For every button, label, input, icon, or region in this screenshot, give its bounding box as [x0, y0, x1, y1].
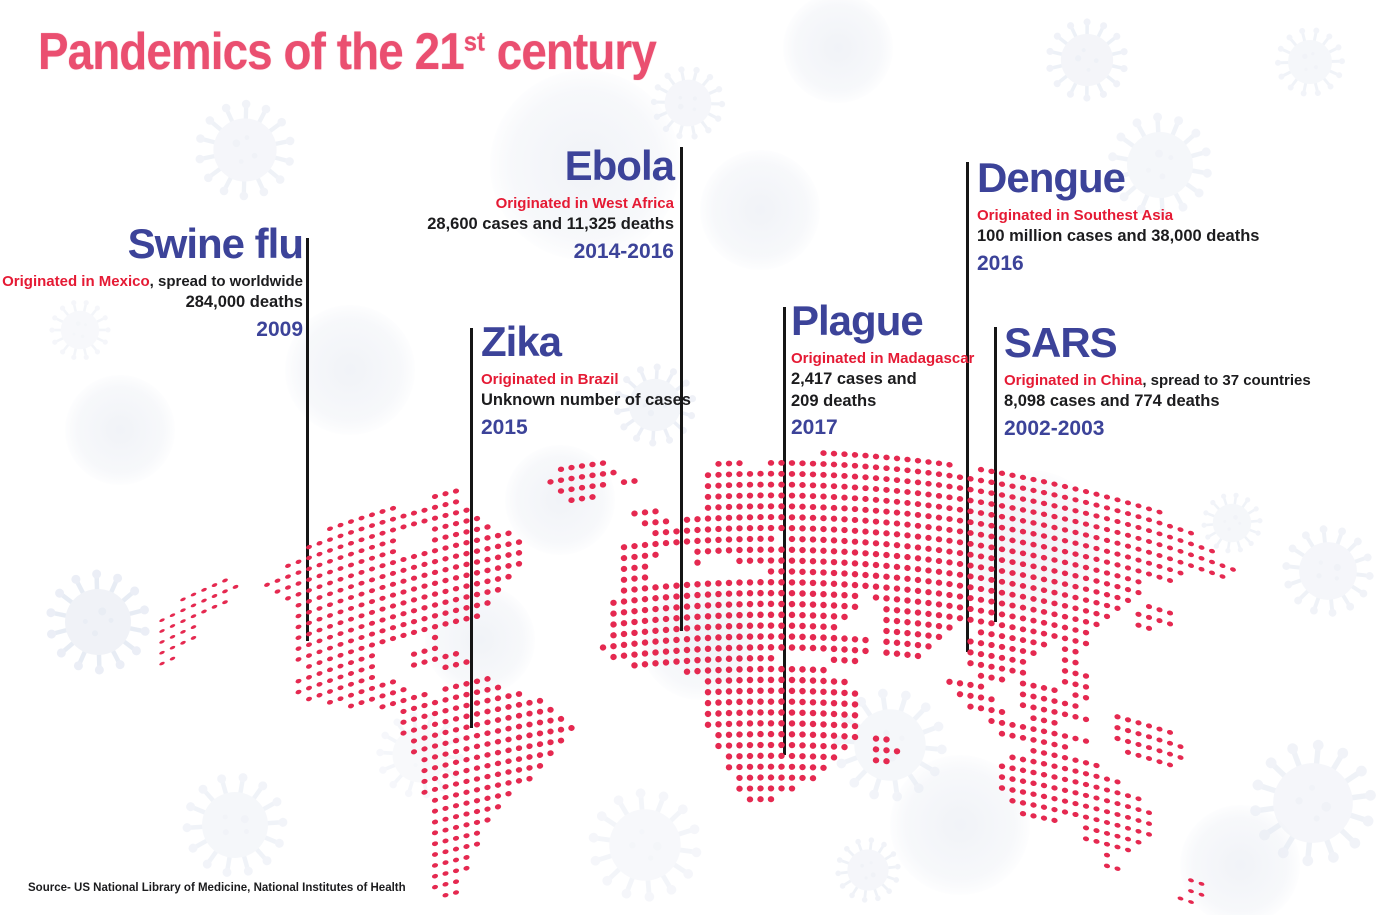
- connector-line: [783, 307, 786, 755]
- pandemic-origin: Originated in Southest Asia: [977, 206, 1259, 226]
- title-prefix: Pandemics of the 21: [38, 23, 465, 81]
- pandemic-stat: 100 million cases and 38,000 deaths: [977, 227, 1260, 245]
- connector-line: [470, 328, 473, 728]
- pandemic-origin: Originated in Mexico, spread to worldwid…: [2, 272, 303, 292]
- pandemic-block-sars: SARS Originated in China, spread to 37 c…: [1004, 321, 1311, 442]
- pandemic-stat: 8,098 cases and 774 deaths: [1004, 392, 1220, 410]
- pandemic-name: Ebola: [564, 142, 675, 189]
- pandemic-stat: 284,000 deaths: [185, 293, 303, 311]
- pandemic-years: 2017: [791, 416, 838, 439]
- connector-line: [306, 238, 309, 641]
- connector-line: [994, 327, 997, 622]
- pandemic-origin-place: Originated in Southest Asia: [977, 207, 1174, 224]
- source-credit: Source- US National Library of Medicine,…: [28, 882, 406, 894]
- pandemic-years: 2014-2016: [573, 239, 674, 263]
- pandemic-origin-suffix: , spread to 37 countries: [1142, 372, 1311, 389]
- pandemic-origin-place: Originated in West Africa: [495, 195, 674, 212]
- pandemic-years: 2016: [977, 251, 1024, 275]
- pandemic-name: Dengue: [977, 154, 1126, 201]
- pandemic-stat: Unknown number of cases: [481, 391, 691, 409]
- pandemic-name: Swine flu: [127, 220, 304, 267]
- pandemic-origin-suffix: , spread to worldwide: [149, 273, 303, 290]
- pandemic-stat: 2,417 cases and: [791, 370, 917, 388]
- pandemic-origin-place: Originated in Mexico: [2, 273, 150, 290]
- page-title: Pandemics of the 21st century: [38, 22, 657, 82]
- title-suffix: century: [484, 23, 657, 81]
- pandemic-name: Plague: [791, 297, 924, 344]
- pandemic-origin-place: Originated in China: [1004, 372, 1143, 389]
- pandemic-origin-place: Originated in Brazil: [481, 371, 619, 388]
- pandemic-origin: Originated in Brazil: [481, 370, 691, 390]
- pandemic-origin: Originated in China, spread to 37 countr…: [1004, 371, 1311, 391]
- pandemic-stat: 209 deaths: [791, 391, 877, 410]
- pandemic-block-swine-flu: Swine flu Originated in Mexico, spread t…: [2, 220, 304, 343]
- connector-line: [966, 162, 969, 652]
- connector-line: [680, 147, 683, 631]
- pandemic-name: SARS: [1004, 319, 1118, 366]
- pandemic-origin: Originated in Madagascar: [791, 349, 974, 369]
- title-superscript: st: [463, 26, 485, 57]
- pandemic-block-zika: Zika Originated in Brazil Unknown number…: [481, 320, 691, 441]
- pandemic-stat: 28,600 cases and 11,325 deaths: [427, 215, 674, 233]
- pandemic-block-dengue: Dengue Originated in Southest Asia 100 m…: [977, 156, 1259, 277]
- pandemic-origin: Originated in West Africa: [427, 194, 674, 214]
- pandemic-origin-place: Originated in Madagascar: [791, 350, 975, 367]
- pandemic-block-plague: Plague Originated in Madagascar 2,417 ca…: [791, 299, 974, 441]
- pandemic-block-ebola: Ebola Originated in West Africa 28,600 c…: [427, 142, 675, 265]
- pandemic-years: 2015: [481, 415, 528, 439]
- pandemic-name: Zika: [481, 318, 562, 365]
- pandemic-years: 2009: [256, 317, 303, 341]
- pandemic-years: 2002-2003: [1004, 416, 1105, 440]
